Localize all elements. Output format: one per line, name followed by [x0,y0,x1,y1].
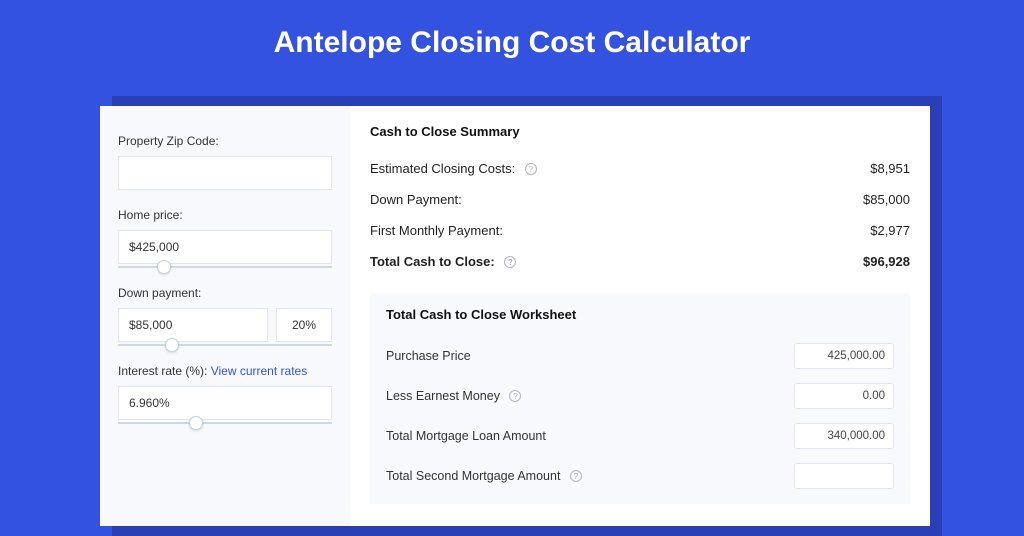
zip-label: Property Zip Code: [118,134,332,148]
down-payment-input[interactable] [118,308,268,342]
interest-rate-label: Interest rate (%): View current rates [118,364,332,378]
summary-row-first-payment: First Monthly Payment: $2,977 [370,215,910,246]
down-payment-label: Down payment: [118,286,332,300]
summary-row-value: $2,977 [870,223,910,238]
worksheet-earnest-money-input[interactable] [794,383,894,409]
interest-rate-field: Interest rate (%): View current rates [118,364,332,424]
help-icon[interactable]: ? [504,256,516,268]
summary-total-value: $96,928 [863,254,910,269]
interest-rate-slider[interactable] [118,422,332,424]
zip-field: Property Zip Code: [118,134,332,190]
home-price-slider-thumb[interactable] [157,260,171,274]
interest-rate-label-text: Interest rate (%): [118,364,207,378]
help-icon[interactable]: ? [525,163,537,175]
home-price-field: Home price: [118,208,332,268]
worksheet-row-label: Purchase Price [386,349,471,363]
summary-section: Cash to Close Summary Estimated Closing … [370,124,910,277]
summary-row-value: $85,000 [863,192,910,207]
worksheet-loan-amount-input[interactable] [794,423,894,449]
input-panel: Property Zip Code: Home price: Down paym… [100,106,350,526]
down-payment-field: Down payment: [118,286,332,346]
help-icon[interactable]: ? [509,390,521,402]
worksheet-second-mortgage-input[interactable] [794,463,894,489]
summary-title: Cash to Close Summary [370,124,910,139]
worksheet-row-label: Total Second Mortgage Amount [386,469,560,483]
home-price-label: Home price: [118,208,332,222]
summary-row-label: First Monthly Payment: [370,223,503,238]
worksheet-purchase-price-input[interactable] [794,343,894,369]
down-payment-slider[interactable] [118,344,332,346]
summary-row-value: $8,951 [870,161,910,176]
worksheet-section: Total Cash to Close Worksheet Purchase P… [370,293,910,504]
worksheet-row-second-mortgage: Total Second Mortgage Amount ? [386,456,894,496]
home-price-slider[interactable] [118,266,332,268]
worksheet-title: Total Cash to Close Worksheet [386,307,894,322]
calculator-card: Property Zip Code: Home price: Down paym… [100,106,930,526]
down-payment-pct-input[interactable] [276,308,332,342]
summary-row-down-payment: Down Payment: $85,000 [370,184,910,215]
results-panel: Cash to Close Summary Estimated Closing … [350,106,930,526]
zip-input[interactable] [118,156,332,190]
worksheet-row-label: Total Mortgage Loan Amount [386,429,546,443]
interest-rate-slider-thumb[interactable] [189,416,203,430]
view-rates-link[interactable]: View current rates [211,364,308,378]
help-icon[interactable]: ? [570,470,582,482]
summary-row-closing-costs: Estimated Closing Costs: ? $8,951 [370,153,910,184]
home-price-input[interactable] [118,230,332,264]
page-title: Antelope Closing Cost Calculator [0,0,1024,82]
summary-row-label: Down Payment: [370,192,462,207]
worksheet-row-label: Less Earnest Money [386,389,500,403]
summary-total-label: Total Cash to Close: [370,254,495,269]
interest-rate-input[interactable] [118,386,332,420]
down-payment-slider-thumb[interactable] [165,338,179,352]
worksheet-row-loan-amount: Total Mortgage Loan Amount [386,416,894,456]
worksheet-row-purchase-price: Purchase Price [386,336,894,376]
summary-row-label: Estimated Closing Costs: [370,161,515,176]
summary-row-total: Total Cash to Close: ? $96,928 [370,246,910,277]
worksheet-row-earnest-money: Less Earnest Money ? [386,376,894,416]
